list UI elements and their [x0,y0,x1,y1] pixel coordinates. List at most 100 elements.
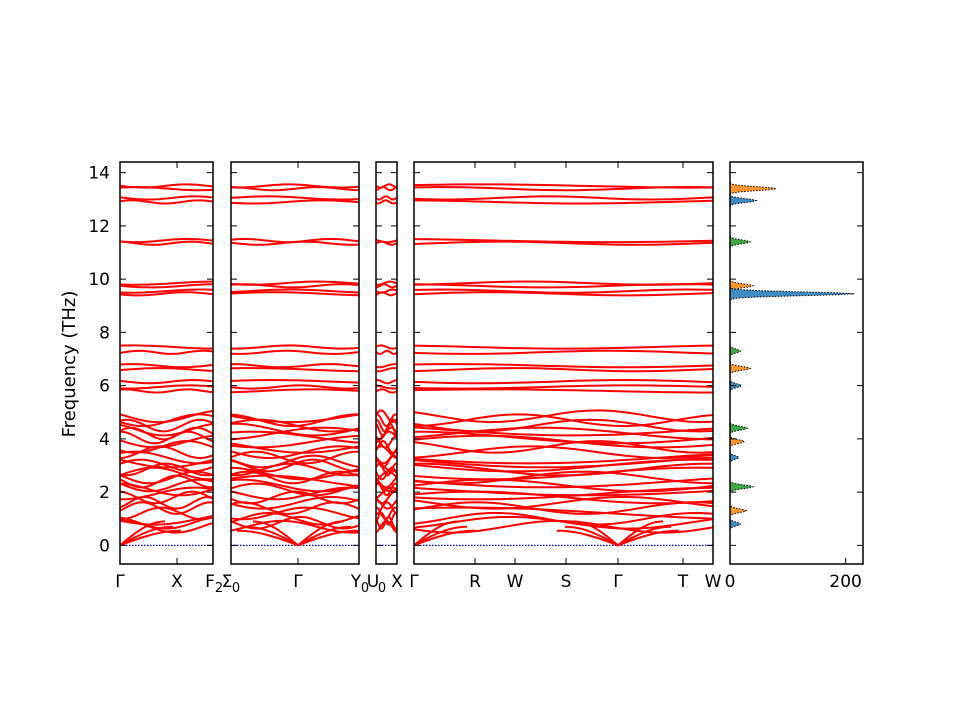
phonon-band [231,344,359,350]
phonon-band [376,283,397,289]
phonon-band [231,185,359,192]
phonon-band [414,440,713,454]
phonon-band [414,195,713,201]
acoustic-branch [120,544,121,546]
acoustic-branch [252,520,299,547]
phonon-band [376,434,397,449]
phonon-band [414,378,713,385]
x-tick-label: X [171,572,183,592]
phonon-band [414,291,713,297]
band-lines [120,183,213,547]
phonon-band [376,185,397,192]
phonon-band [120,501,213,515]
band-panels [119,161,864,565]
phonon-band [120,458,213,469]
x-tick-label: Γ [293,572,303,592]
phonon-band [120,506,213,521]
dos-total-line [730,504,748,518]
acoustic-branch [120,520,166,547]
x-tick-label: U [367,572,379,592]
phonon-band [120,490,213,505]
dos-peak-fill [730,194,756,207]
acoustic-branch [414,520,460,547]
acoustic-branch [617,520,664,547]
acoustic-branch [120,544,121,546]
y-tick-label: 12 [88,217,110,237]
dos-peak-fill [730,287,855,301]
phonon-band [120,288,213,294]
phonon-band [376,363,397,369]
phonon-band [376,240,397,246]
phonon-band [414,453,713,465]
phonon-band [376,459,397,473]
x-tick-label: F [205,572,215,592]
phonon-band [376,388,397,394]
phonon-band [376,486,397,500]
phonon-band [231,501,359,515]
band-panel-2 [230,161,360,565]
panel-frame [230,161,360,565]
acoustic-branch [617,525,672,547]
phonon-band [376,378,397,385]
dos-peak-fill [730,361,751,375]
dos-peak-fill [730,435,745,448]
phonon-band [376,344,397,350]
phonon-band [414,470,713,485]
x-tick-label: R [469,572,481,592]
phonon-band [120,349,213,355]
x-tick-label: W [507,572,524,592]
phonon-band [120,495,213,510]
x-tick-label: Σ [222,572,233,592]
dos-peak-fill [730,504,747,518]
acoustic-branch [120,525,174,547]
phonon-band [414,344,713,350]
phonon-band [231,291,359,297]
dos-total-line [730,480,755,494]
phonon-band [120,240,213,246]
phonon-band [414,478,713,493]
dos-total-line [730,435,746,448]
dos-total-line [730,286,855,301]
acoustic-branch [564,525,619,547]
phonon-band [231,495,359,510]
phonon-band [120,418,213,433]
phonon-band [231,430,359,444]
acoustic-branch [120,544,121,546]
phonon-band [414,501,713,515]
phonon-band [231,418,359,433]
phonon-band [414,238,713,244]
dos-x-tick-label: 200 [829,572,861,592]
phonon-band [414,388,713,394]
dos-peak-fill [730,517,741,531]
phonon-band [120,482,213,497]
x-tick-subscript: 0 [378,581,386,596]
phonon-band [120,363,213,369]
dos-total-line [730,344,742,358]
phonon-band [231,478,359,493]
phonon-band [376,183,397,189]
phonon-band [376,511,397,526]
x-tick-label: T [677,572,689,592]
phonon-band [376,199,397,205]
x-tick-label: S [561,572,572,592]
x-tick-label: Γ [613,572,623,592]
phonon-band [414,363,713,369]
phonon-band [231,349,359,355]
acoustic-branch [414,544,415,546]
acoustic-branch [297,525,352,547]
phonon-band [231,454,359,469]
band-panel-4 [413,161,714,565]
phonon-band [120,388,213,394]
dos-total-line [730,235,752,249]
phonon-band [120,470,213,485]
phonon-band [414,288,713,294]
y-tick-label: 2 [99,483,110,503]
phonon-band [120,445,213,460]
phonon-band [231,466,359,481]
dos-peak-fill [730,421,748,435]
phonon-band [376,470,397,482]
x-tick-label: W [705,572,722,592]
phonon-band [120,195,213,201]
phonon-band [376,367,397,373]
phonon-band [120,466,213,481]
